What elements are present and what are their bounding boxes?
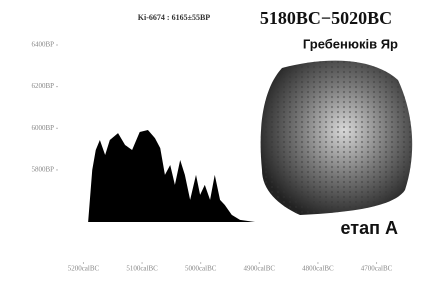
x-tick-label: 4700calBC <box>361 265 393 273</box>
x-tick-label: 4900calBC <box>244 265 276 273</box>
y-tick-label: 6400BP <box>31 41 54 49</box>
y-tick-label: 5800BP <box>31 166 54 174</box>
y-tick-label: 6000BP <box>31 124 54 132</box>
x-tick-label: 4800calBC <box>302 265 334 273</box>
chart-title: 5180BC−5020BC <box>260 8 392 28</box>
subtitle: Ki-6674 : 6165±55BP <box>138 13 211 22</box>
chart: Ki-6674 : 6165±55BP 5180BC−5020BC Гребен… <box>0 0 426 283</box>
site-name: Гребенюків Яр <box>303 36 398 51</box>
area <box>88 130 255 222</box>
x-tick-label: 5000calBC <box>185 265 217 273</box>
pottery-image <box>261 61 413 215</box>
annotation: етап А <box>341 218 398 238</box>
y-tick-label: 6200BP <box>31 82 54 90</box>
x-tick-label: 5100calBC <box>126 265 158 273</box>
x-tick-label: 5200calBC <box>68 265 100 273</box>
